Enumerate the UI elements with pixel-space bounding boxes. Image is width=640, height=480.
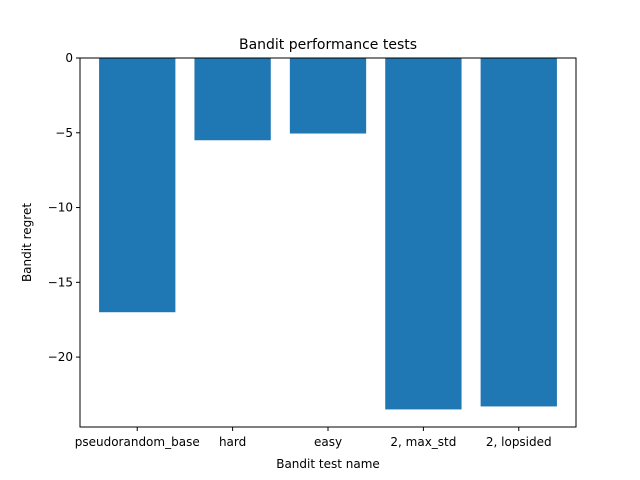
bars-group [99,58,557,410]
bar-3 [385,58,462,410]
x-axis-ticks: pseudorandom_base hard easy 2, max_std 2, lo… [75,427,552,449]
x-tick-label: hard [219,435,246,449]
y-tick-label: 0 [65,51,73,65]
chart-title: Bandit performance tests [239,37,417,53]
y-tick-label: −20 [48,350,73,364]
bar-0 [99,58,176,313]
y-axis-label: Bandit regret [20,203,34,282]
x-axis-label: Bandit test name [276,457,380,471]
bar-1 [194,58,271,141]
y-axis-ticks: 0 −5 −10 −15 −20 [48,51,80,364]
y-tick-label: −15 [48,275,73,289]
x-tick-label: 2, max_std [390,435,456,449]
x-tick-label: easy [314,435,342,449]
x-tick-label: pseudorandom_base [75,435,200,449]
y-tick-label: −10 [48,201,73,215]
bar-2 [289,58,367,134]
bar-4 [480,58,557,407]
x-tick-label: 2, lopsided [486,435,552,449]
y-tick-label: −5 [55,126,73,140]
